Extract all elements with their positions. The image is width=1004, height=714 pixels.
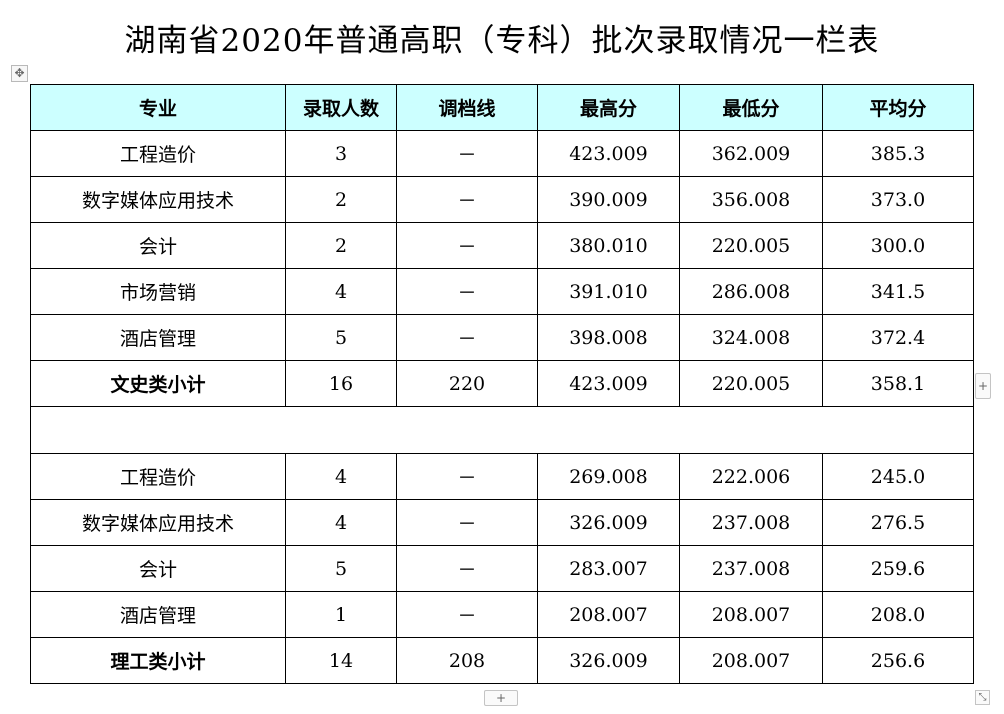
table-cell[interactable]: 208: [396, 637, 538, 684]
table-row: 酒店管理 1 － 208.007 208.007 208.0: [30, 591, 974, 638]
subtotal-label[interactable]: 文史类小计: [30, 360, 286, 407]
empty-merged-cell[interactable]: [30, 406, 974, 454]
table-cell[interactable]: －: [396, 314, 538, 361]
spacer-row: [30, 406, 974, 454]
table-cell[interactable]: 385.3: [822, 130, 974, 177]
table-cell[interactable]: 245.0: [822, 453, 974, 500]
table-cell[interactable]: 362.009: [679, 130, 823, 177]
header-cutoff-line[interactable]: 调档线: [396, 84, 538, 131]
subtotal-row-liberal-arts: 文史类小计 16 220 423.009 220.005 358.1: [30, 360, 974, 407]
page-title: 湖南省2020年普通高职（专科）批次录取情况一栏表: [124, 23, 880, 59]
table-cell[interactable]: 283.007: [537, 545, 680, 592]
table-cell[interactable]: 4: [285, 453, 397, 500]
table-cell[interactable]: 16: [285, 360, 397, 407]
header-lowest-score[interactable]: 最低分: [679, 84, 823, 131]
table-cell[interactable]: 工程造价: [30, 453, 286, 500]
table-cell[interactable]: 390.009: [537, 176, 680, 223]
admission-table: 专业 录取人数 调档线 最高分 最低分 平均分 工程造价 3 － 423.009…: [30, 84, 974, 684]
table-cell[interactable]: 酒店管理: [30, 591, 286, 638]
table-cell[interactable]: 398.008: [537, 314, 680, 361]
table-cell[interactable]: －: [396, 268, 538, 315]
table-cell[interactable]: －: [396, 453, 538, 500]
table-cell[interactable]: 269.008: [537, 453, 680, 500]
table-cell[interactable]: 300.0: [822, 222, 974, 269]
table-row: 工程造价 4 － 269.008 222.006 245.0: [30, 453, 974, 500]
table-cell[interactable]: 2: [285, 176, 397, 223]
table-cell[interactable]: 356.008: [679, 176, 823, 223]
table-cell[interactable]: 237.008: [679, 545, 823, 592]
table-cell[interactable]: 2: [285, 222, 397, 269]
table-cell[interactable]: －: [396, 130, 538, 177]
table-cell[interactable]: 酒店管理: [30, 314, 286, 361]
table-row: 会计 2 － 380.010 220.005 300.0: [30, 222, 974, 269]
header-admitted-count[interactable]: 录取人数: [285, 84, 397, 131]
table-cell[interactable]: 256.6: [822, 637, 974, 684]
table-cell[interactable]: 工程造价: [30, 130, 286, 177]
header-major[interactable]: 专业: [30, 84, 286, 131]
table-cell[interactable]: 373.0: [822, 176, 974, 223]
table-cell[interactable]: 391.010: [537, 268, 680, 315]
table-cell[interactable]: 276.5: [822, 499, 974, 546]
table-row: 会计 5 － 283.007 237.008 259.6: [30, 545, 974, 592]
table-cell[interactable]: －: [396, 545, 538, 592]
table-cell[interactable]: 208.007: [537, 591, 680, 638]
table-header-row: 专业 录取人数 调档线 最高分 最低分 平均分: [30, 84, 974, 131]
table-cell[interactable]: 286.008: [679, 268, 823, 315]
table-cell[interactable]: 326.009: [537, 637, 680, 684]
table-row: 市场营销 4 － 391.010 286.008 341.5: [30, 268, 974, 315]
table-cell[interactable]: 380.010: [537, 222, 680, 269]
table-cell[interactable]: 数字媒体应用技术: [30, 499, 286, 546]
table-cell[interactable]: 220.005: [679, 222, 823, 269]
table-cell[interactable]: 市场营销: [30, 268, 286, 315]
table-cell[interactable]: 341.5: [822, 268, 974, 315]
table-cell[interactable]: 372.4: [822, 314, 974, 361]
table-cell[interactable]: 208.0: [822, 591, 974, 638]
table-cell[interactable]: 1: [285, 591, 397, 638]
table-cell[interactable]: 5: [285, 545, 397, 592]
table-cell[interactable]: 220: [396, 360, 538, 407]
table-cell[interactable]: －: [396, 499, 538, 546]
table-cell[interactable]: 3: [285, 130, 397, 177]
resize-corner-icon[interactable]: ⤡: [975, 690, 990, 705]
table-cell[interactable]: 423.009: [537, 130, 680, 177]
plus-icon[interactable]: +: [484, 690, 518, 706]
table-cell[interactable]: 358.1: [822, 360, 974, 407]
table-cell[interactable]: 会计: [30, 222, 286, 269]
table-row: 酒店管理 5 － 398.008 324.008 372.4: [30, 314, 974, 361]
table-cell[interactable]: －: [396, 591, 538, 638]
table-cell[interactable]: 222.006: [679, 453, 823, 500]
table-cell[interactable]: 324.008: [679, 314, 823, 361]
table-cell[interactable]: 237.008: [679, 499, 823, 546]
subtotal-row-science: 理工类小计 14 208 326.009 208.007 256.6: [30, 637, 974, 684]
table-row: 数字媒体应用技术 2 － 390.009 356.008 373.0: [30, 176, 974, 223]
table-cell[interactable]: 423.009: [537, 360, 680, 407]
table-cell[interactable]: 5: [285, 314, 397, 361]
table-cell[interactable]: 会计: [30, 545, 286, 592]
table-cell[interactable]: 数字媒体应用技术: [30, 176, 286, 223]
table-cell[interactable]: 208.007: [679, 637, 823, 684]
table-row: 工程造价 3 － 423.009 362.009 385.3: [30, 130, 974, 177]
move-arrows-icon[interactable]: ✥: [11, 65, 28, 82]
table-cell[interactable]: －: [396, 222, 538, 269]
plus-icon[interactable]: +: [975, 373, 991, 399]
table-cell[interactable]: 220.005: [679, 360, 823, 407]
table-cell[interactable]: 4: [285, 499, 397, 546]
table-cell[interactable]: 4: [285, 268, 397, 315]
table-cell[interactable]: 326.009: [537, 499, 680, 546]
table-cell[interactable]: 208.007: [679, 591, 823, 638]
table-cell[interactable]: －: [396, 176, 538, 223]
subtotal-label[interactable]: 理工类小计: [30, 637, 286, 684]
header-average-score[interactable]: 平均分: [822, 84, 974, 131]
table-cell[interactable]: 14: [285, 637, 397, 684]
header-highest-score[interactable]: 最高分: [537, 84, 680, 131]
table-cell[interactable]: 259.6: [822, 545, 974, 592]
table-row: 数字媒体应用技术 4 － 326.009 237.008 276.5: [30, 499, 974, 546]
